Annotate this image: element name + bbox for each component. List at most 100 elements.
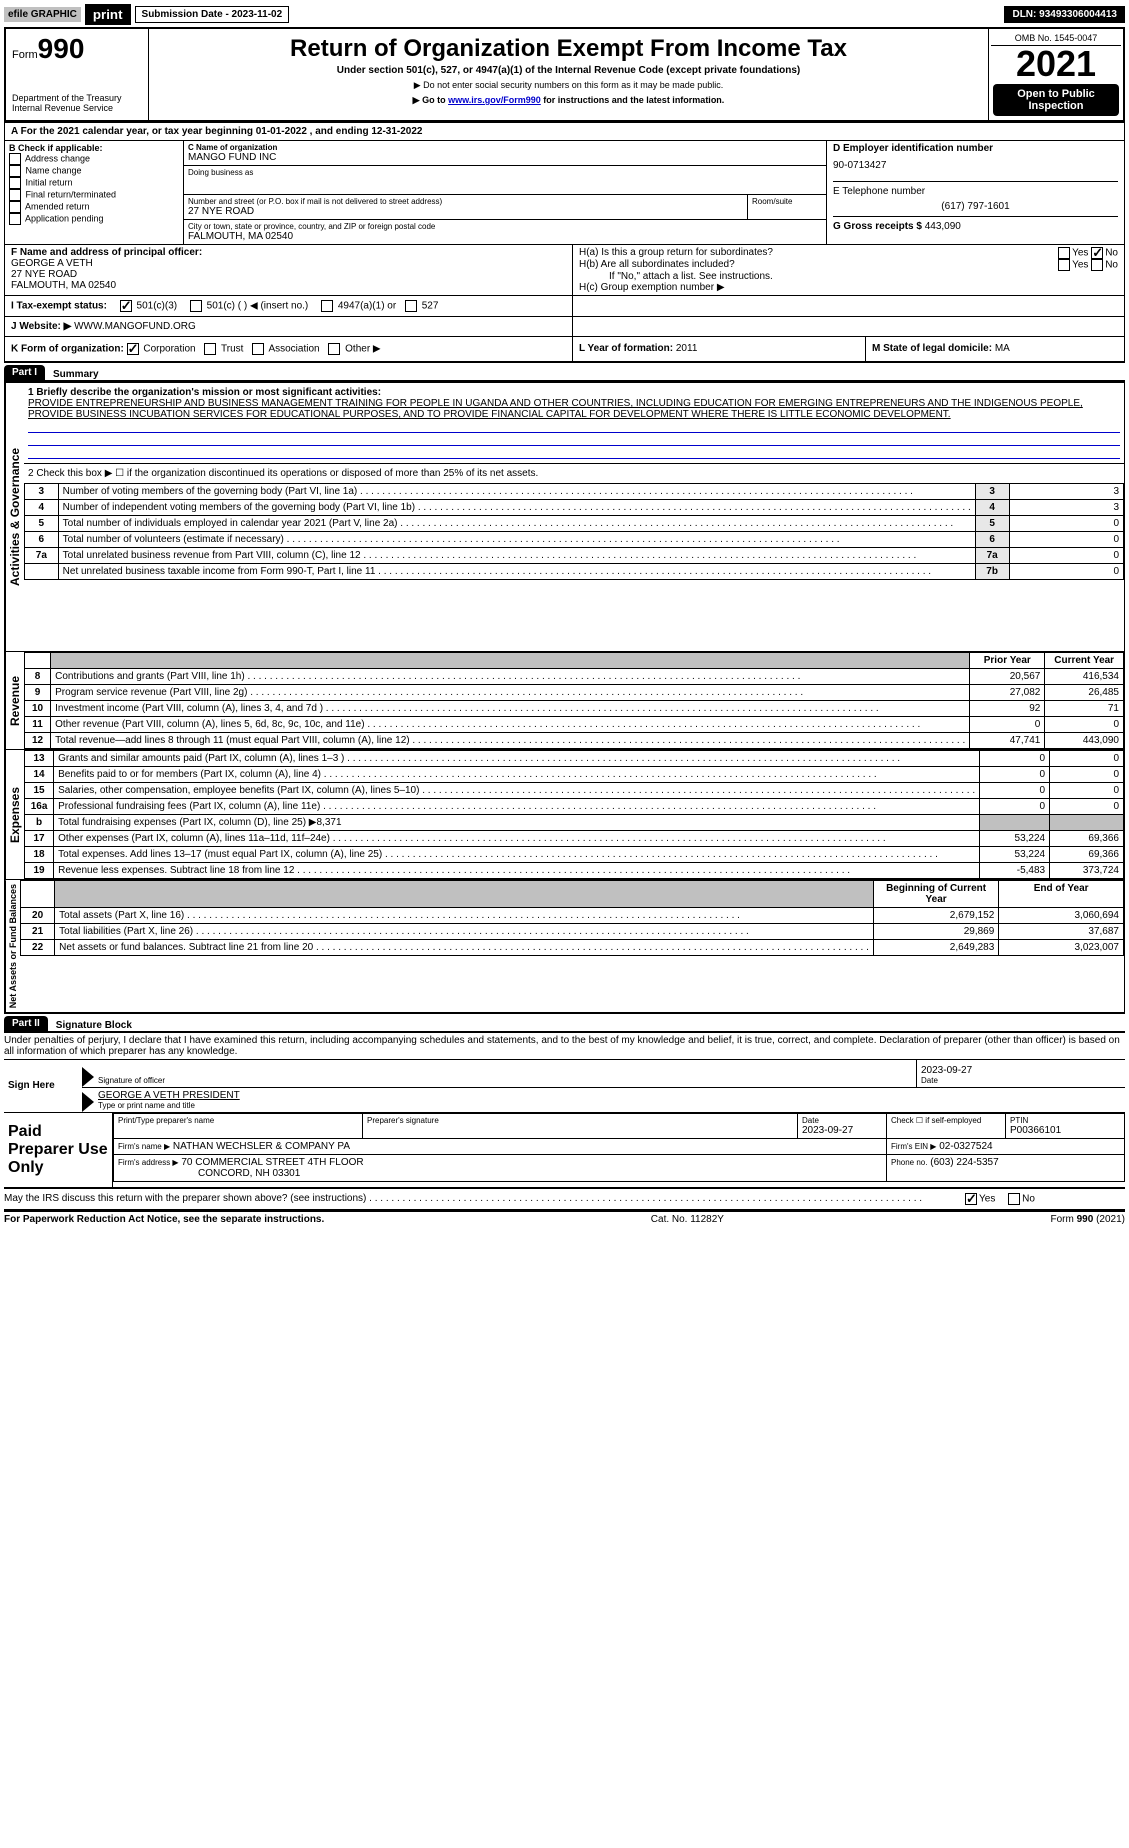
- k-corp-checkbox[interactable]: [127, 343, 139, 355]
- sig-date-label: Date: [921, 1076, 1121, 1085]
- table-row: 21Total liabilities (Part X, line 26)29,…: [21, 924, 1124, 940]
- current-value: 443,090: [1045, 733, 1124, 749]
- firm-name-label: Firm's name ▶: [118, 1142, 170, 1151]
- i-opt-1: 501(c) ( ) ◀ (insert no.): [207, 301, 309, 312]
- current-value: 3,023,007: [999, 940, 1124, 956]
- table-row: 11Other revenue (Part VIII, column (A), …: [25, 717, 1124, 733]
- i-501c-checkbox[interactable]: [190, 300, 202, 312]
- prior-value: 0: [980, 799, 1050, 815]
- table-row: 9Program service revenue (Part VIII, lin…: [25, 685, 1124, 701]
- box-num: 3: [975, 484, 1009, 500]
- current-value: 0: [1050, 783, 1124, 799]
- line-a: A For the 2021 calendar year, or tax yea…: [4, 122, 1125, 141]
- k-assoc-checkbox[interactable]: [252, 343, 264, 355]
- dln-label: DLN: 93493306004413: [1004, 6, 1125, 23]
- state-domicile: MA: [995, 343, 1010, 354]
- section-c: C Name of organization MANGO FUND INC Do…: [184, 141, 826, 244]
- line-value: 0: [1009, 532, 1123, 548]
- self-emp-label: Check ☐ if self-employed: [891, 1116, 1001, 1125]
- discuss-yes-checkbox[interactable]: [965, 1193, 977, 1205]
- i-4947-checkbox[interactable]: [321, 300, 333, 312]
- table-row: 12Total revenue—add lines 8 through 11 (…: [25, 733, 1124, 749]
- current-value: 26,485: [1045, 685, 1124, 701]
- i-527-checkbox[interactable]: [405, 300, 417, 312]
- form-990-big: 990: [38, 33, 85, 64]
- sig-row-1: Signature of officer 2023-09-27 Date: [82, 1060, 1125, 1088]
- vlabel-expenses: Expenses: [5, 750, 24, 879]
- current-value: 0: [1050, 767, 1124, 783]
- pt-sig-cell: Preparer's signature: [363, 1114, 798, 1139]
- k-opt-3: Other ▶: [345, 344, 380, 355]
- current-value: 373,724: [1050, 863, 1124, 879]
- table-header-row: Prior YearCurrent Year: [25, 653, 1124, 669]
- b-checkbox[interactable]: [9, 165, 21, 177]
- b-checkbox-item: Name change: [9, 165, 179, 177]
- governance-table: 3Number of voting members of the governi…: [24, 483, 1124, 580]
- box-num: 7a: [975, 548, 1009, 564]
- c-city-label: City or town, state or province, country…: [188, 222, 822, 231]
- k-label: K Form of organization:: [11, 344, 124, 355]
- b-checkbox[interactable]: [9, 153, 21, 165]
- c-room-label: Room/suite: [752, 197, 822, 206]
- footer: For Paperwork Reduction Act Notice, see …: [4, 1210, 1125, 1225]
- hb-yes-checkbox[interactable]: [1058, 259, 1070, 271]
- h-b-note: If "No," attach a list. See instructions…: [579, 271, 1118, 282]
- ha-yes-checkbox[interactable]: [1058, 247, 1070, 259]
- pt-name-cell: Print/Type preparer's name: [114, 1114, 363, 1139]
- f-label: F Name and address of principal officer:: [11, 247, 566, 258]
- line-num: 14: [25, 767, 54, 783]
- k-opt-1: Trust: [221, 344, 243, 355]
- dept-treasury: Department of the Treasury: [12, 93, 142, 103]
- k-other-checkbox[interactable]: [328, 343, 340, 355]
- line-value: 0: [1009, 516, 1123, 532]
- line-num: 4: [25, 500, 59, 516]
- j-right-blank: [573, 317, 1124, 336]
- table-row: 5Total number of individuals employed in…: [25, 516, 1124, 532]
- discuss-yes: Yes: [979, 1194, 995, 1205]
- line-desc: Total number of volunteers (estimate if …: [58, 532, 975, 548]
- form-footer: Form 990 (2021): [1051, 1214, 1126, 1225]
- line-num: 8: [25, 669, 51, 685]
- table-row: 16aProfessional fundraising fees (Part I…: [25, 799, 1124, 815]
- irs-link[interactable]: www.irs.gov/Form990: [448, 95, 541, 105]
- efile-label: efile GRAPHIC: [4, 7, 81, 22]
- pra-notice: For Paperwork Reduction Act Notice, see …: [4, 1214, 324, 1225]
- b-checkbox[interactable]: [9, 213, 21, 225]
- m-block: M State of legal domicile: MA: [866, 337, 1124, 361]
- prior-value: 0: [980, 783, 1050, 799]
- print-button[interactable]: print: [85, 4, 131, 25]
- ptin-value: P00366101: [1010, 1125, 1120, 1136]
- firm-addr2-value: CONCORD, NH 03301: [118, 1168, 300, 1179]
- d-label: D Employer identification number: [833, 143, 1118, 154]
- table-row: 20Total assets (Part X, line 16)2,679,15…: [21, 908, 1124, 924]
- c-street: Number and street (or P.O. box if mail i…: [184, 195, 748, 219]
- part1-body: Activities & Governance 1 Briefly descri…: [4, 382, 1125, 652]
- discuss-no: No: [1022, 1194, 1035, 1205]
- ha-no-checkbox[interactable]: [1091, 247, 1103, 259]
- discuss-no-checkbox[interactable]: [1008, 1193, 1020, 1205]
- b-checkbox[interactable]: [9, 189, 21, 201]
- hb-no-checkbox[interactable]: [1091, 259, 1103, 271]
- f-h-block: F Name and address of principal officer:…: [4, 245, 1125, 296]
- i-501c3-checkbox[interactable]: [120, 300, 132, 312]
- line-num: 10: [25, 701, 51, 717]
- b-checkbox[interactable]: [9, 201, 21, 213]
- line-num: 20: [21, 908, 55, 924]
- prior-value: 2,679,152: [873, 908, 998, 924]
- table-row: 7aTotal unrelated business revenue from …: [25, 548, 1124, 564]
- sig-arrow-icon: [82, 1067, 94, 1087]
- prior-value: 53,224: [980, 831, 1050, 847]
- j-label: J Website: ▶: [11, 321, 71, 332]
- org-city: FALMOUTH, MA 02540: [188, 231, 822, 242]
- k-trust-checkbox[interactable]: [204, 343, 216, 355]
- open-to-public: Open to Public Inspection: [993, 84, 1119, 116]
- firm-phone-value: (603) 224-5357: [930, 1157, 998, 1168]
- discuss-row: May the IRS discuss this return with the…: [4, 1189, 1125, 1210]
- table-row: 10Investment income (Part VIII, column (…: [25, 701, 1124, 717]
- sig-blank: [98, 1062, 912, 1076]
- line-num: [25, 564, 59, 580]
- header-sub1: Under section 501(c), 527, or 4947(a)(1)…: [157, 65, 980, 76]
- sig-officer-label: Signature of officer: [98, 1076, 912, 1085]
- prior-value: 0: [970, 717, 1045, 733]
- b-checkbox[interactable]: [9, 177, 21, 189]
